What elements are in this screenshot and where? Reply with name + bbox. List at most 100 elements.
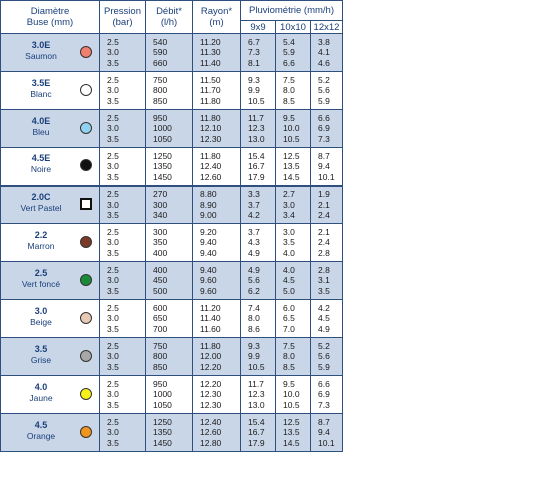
value: 2.5 — [107, 36, 119, 47]
rayon-values: 11.80 12.10 12.30 — [192, 109, 241, 148]
value: 1350 — [153, 427, 172, 438]
value: 12.00 — [200, 351, 222, 362]
value: 9.00 — [200, 210, 217, 220]
nozzle-performance-table-wrapper: Diamètre Buse (mm) Pression (bar) Débit*… — [0, 0, 343, 452]
pluvio-10x10-values: 9.5 10.0 10.5 — [275, 109, 311, 148]
value: 11.80 — [200, 112, 221, 123]
value: 1050 — [153, 399, 172, 410]
value: 1000 — [153, 389, 172, 400]
nozzle-code: 4.0 — [34, 381, 48, 392]
color-dot-icon — [80, 311, 92, 324]
table-row: 3.5E Blanc 2.5 3.0 3.5 750 800 850 11.50 11.70 11.… — [0, 71, 343, 110]
value: 11.20 — [200, 302, 221, 313]
value: 450 — [153, 275, 168, 286]
table-row: 4.0 Jaune 2.5 3.0 3.5 950 1000 1050 12.20 12.30 12… — [0, 375, 343, 414]
value: 3.0 — [107, 85, 119, 96]
nozzle-label-block: 4.0E Bleu — [1, 111, 99, 147]
value: 2.5 — [107, 340, 119, 351]
pression-values: 2.5 3.0 3.5 — [99, 337, 146, 376]
table-body: 3.0E Saumon 2.5 3.0 3.5 540 590 660 11.20 11.30 11… — [0, 33, 343, 452]
value: 4.5 — [318, 313, 330, 324]
pression-values: 2.5 3.0 3.5 — [99, 261, 146, 300]
value: 7.3 — [248, 47, 260, 58]
value: 10.1 — [318, 171, 335, 182]
value: 3.5 — [107, 285, 119, 296]
nozzle-color-name: Beige — [30, 316, 52, 327]
value: 9.60 — [200, 275, 217, 286]
pluvio-10x10-values: 7.5 8.0 8.5 — [275, 71, 311, 110]
value: 3.4 — [283, 210, 295, 220]
pluvio-9x9-values: 3.7 4.3 4.9 — [240, 223, 276, 262]
value: 800 — [153, 85, 168, 96]
color-dot-icon — [80, 349, 92, 362]
value: 3.0 — [107, 47, 119, 58]
value: 12.3 — [248, 389, 265, 400]
nozzle-label-block: 4.5 Orange — [1, 415, 99, 451]
value: 3.0 — [107, 123, 119, 134]
nozzle-label-block: 2.5 Vert foncé — [1, 263, 99, 299]
nozzle-cell: 4.0E Bleu — [0, 109, 100, 148]
value: 16.7 — [248, 161, 265, 171]
value: 4.3 — [248, 237, 260, 248]
value: 340 — [153, 210, 168, 220]
debit-values: 950 1000 1050 — [145, 375, 193, 414]
nozzle-text: 4.0E Bleu — [7, 116, 75, 138]
value: 6.6 — [283, 57, 295, 68]
value: 10.5 — [248, 95, 265, 106]
value: 13.5 — [283, 427, 300, 438]
value: 650 — [153, 313, 168, 324]
value: 11.80 — [200, 150, 221, 161]
value: 9.9 — [248, 351, 260, 362]
header-rayon-label: Rayon* — [200, 6, 233, 17]
color-dot-icon — [80, 425, 92, 438]
value: 14.5 — [283, 437, 300, 448]
value: 3.0 — [107, 199, 119, 210]
nozzle-color-name: Grise — [30, 354, 52, 365]
nozzle-text: 2.2 Marron — [7, 230, 75, 252]
value: 17.9 — [248, 437, 265, 448]
value: 9.20 — [200, 226, 217, 237]
value: 2.1 — [318, 226, 330, 237]
value: 12.40 — [200, 416, 222, 427]
value: 590 — [153, 47, 168, 58]
value: 11.30 — [200, 47, 221, 58]
pluvio-9x9-values: 4.9 5.6 6.2 — [240, 261, 276, 300]
header-pression-unit: (bar) — [112, 17, 133, 28]
value: 10.5 — [283, 133, 300, 144]
pluvio-9x9-values: 9.3 9.9 10.5 — [240, 71, 276, 110]
value: 11.80 — [200, 95, 221, 106]
color-dot-icon — [80, 235, 92, 248]
pluvio-10x10-values: 4.0 4.5 5.0 — [275, 261, 311, 300]
header-spacing-9x9: 9x9 — [240, 20, 276, 34]
value: 3.5 — [107, 133, 119, 144]
table-row: 4.5E Noire 2.5 3.0 3.5 1250 1350 1450 11.80 12.40… — [0, 147, 343, 186]
value: 1450 — [153, 171, 172, 182]
value: 7.5 — [283, 340, 295, 351]
value: 3.0 — [283, 199, 295, 210]
table-row: 2.5 Vert foncé 2.5 3.0 3.5 400 450 500 9.40 9.60 9… — [0, 261, 343, 300]
nozzle-text: 3.5 Grise — [7, 344, 75, 366]
value: 5.4 — [283, 36, 295, 47]
pluvio-10x10-values: 12.5 13.5 14.5 — [275, 147, 311, 186]
value: 4.9 — [318, 323, 330, 334]
nozzle-cell: 3.0E Saumon — [0, 33, 100, 72]
value: 3.5 — [107, 361, 119, 372]
value: 8.5 — [283, 361, 295, 372]
value: 950 — [153, 378, 168, 389]
pression-values: 2.5 3.0 3.5 — [99, 375, 146, 414]
debit-values: 400 450 500 — [145, 261, 193, 300]
value: 11.20 — [200, 36, 221, 47]
value: 3.5 — [107, 171, 119, 182]
rayon-values: 8.80 8.90 9.00 — [192, 184, 241, 224]
value: 3.5 — [283, 237, 295, 248]
value: 12.5 — [283, 416, 300, 427]
color-dot-icon — [80, 83, 92, 96]
nozzle-color-name: Marron — [27, 240, 55, 251]
value: 2.5 — [107, 226, 119, 237]
value: 2.5 — [107, 112, 119, 123]
pluvio-12x12-values: 2.1 2.4 2.8 — [310, 223, 343, 262]
value: 4.5 — [283, 275, 295, 286]
rayon-values: 9.20 9.40 9.40 — [192, 223, 241, 262]
nozzle-label-block: 3.5 Grise — [1, 339, 99, 375]
value: 12.60 — [200, 171, 222, 182]
